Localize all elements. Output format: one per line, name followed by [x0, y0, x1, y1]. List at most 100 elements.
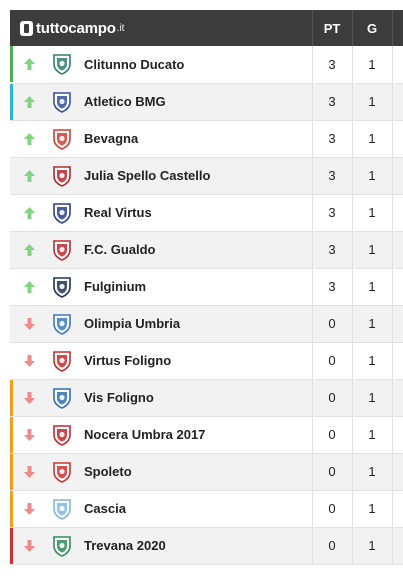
team-name[interactable]: Virtus Foligno	[84, 353, 172, 368]
team-name[interactable]: Fulginium	[84, 279, 147, 294]
trend-up-arrow-icon	[24, 280, 36, 293]
team-name[interactable]: Spoleto	[84, 464, 132, 479]
games-cell: 1	[351, 305, 392, 343]
points-cell: 3	[311, 268, 352, 306]
points-cell: 3	[311, 120, 352, 158]
team-name[interactable]: Cascia	[84, 501, 126, 516]
trend-up-arrow-icon	[24, 169, 36, 182]
team-cell-inner: Atletico BMG	[10, 83, 312, 120]
points-cell: 0	[311, 342, 352, 380]
zone-indicator	[10, 46, 13, 83]
team-cell-inner: Olimpia Umbria	[10, 306, 312, 342]
zone-indicator	[10, 158, 13, 194]
column-header-points[interactable]: PT	[311, 10, 352, 46]
team-name[interactable]: Clitunno Ducato	[84, 56, 185, 72]
team-name[interactable]: Bevagna	[84, 131, 139, 146]
points-cell: 3	[311, 231, 352, 269]
team-cell: Spoleto	[10, 453, 312, 491]
team-cell: Vis Foligno	[10, 379, 312, 417]
team-name[interactable]: Olimpia Umbria	[84, 316, 181, 331]
points-cell: 0	[311, 305, 352, 343]
team-cell: Cascia	[10, 490, 312, 528]
standings-body: Clitunno Ducato 3 1 Atletico BMG 3 1 Bevagna 3 1…	[10, 46, 403, 565]
overflow-cell	[391, 305, 403, 343]
zone-indicator	[10, 416, 13, 453]
team-name[interactable]: Nocera Umbra 2017	[84, 427, 206, 442]
table-row[interactable]: Bevagna 3 1	[10, 120, 403, 158]
games-cell: 1	[351, 231, 392, 269]
column-header-games[interactable]: G	[351, 10, 392, 46]
table-row[interactable]: Vis Foligno 0 1	[10, 379, 403, 417]
team-cell: Virtus Foligno	[10, 342, 312, 380]
games-cell: 1	[351, 490, 392, 528]
team-name[interactable]: F.C. Gualdo	[84, 242, 156, 257]
table-row[interactable]: Cascia 0 1	[10, 490, 403, 528]
zone-indicator	[10, 490, 13, 527]
games-cell: 1	[351, 342, 392, 380]
table-row[interactable]: Spoleto 0 1	[10, 453, 403, 491]
team-cell: Julia Spello Castello	[10, 157, 312, 195]
brand-header-cell: tuttocampo .it	[10, 10, 312, 46]
points-cell: 0	[311, 527, 352, 565]
team-cell: Atletico BMG	[10, 83, 312, 121]
team-crest-icon	[51, 461, 73, 483]
team-crest-icon	[51, 202, 73, 224]
table-row[interactable]: Atletico BMG 3 1	[10, 83, 403, 121]
team-cell-inner: Spoleto	[10, 453, 312, 490]
team-cell-inner: Vis Foligno	[10, 379, 312, 416]
team-crest-icon	[51, 424, 73, 446]
overflow-cell	[391, 157, 403, 195]
team-cell: Olimpia Umbria	[10, 305, 312, 343]
games-cell: 1	[351, 379, 392, 417]
team-crest-icon	[51, 239, 73, 261]
zone-indicator	[10, 306, 13, 342]
trend-up-arrow-icon	[24, 206, 36, 219]
games-cell: 1	[351, 527, 392, 565]
header-row: tuttocampo .it PT G	[10, 10, 403, 46]
table-row[interactable]: Virtus Foligno 0 1	[10, 342, 403, 380]
trend-down-arrow-icon	[24, 354, 36, 367]
team-cell: F.C. Gualdo	[10, 231, 312, 269]
team-name[interactable]: Real Virtus	[84, 205, 152, 220]
games-cell: 1	[351, 83, 392, 121]
overflow-cell	[391, 453, 403, 491]
team-crest-icon	[51, 128, 73, 150]
points-cell: 0	[311, 416, 352, 454]
team-name[interactable]: Julia Spello Castello	[84, 168, 211, 183]
table-row[interactable]: F.C. Gualdo 3 1	[10, 231, 403, 269]
team-cell: Nocera Umbra 2017	[10, 416, 312, 454]
points-cell: 3	[311, 194, 352, 232]
table-row[interactable]: Julia Spello Castello 3 1	[10, 157, 403, 195]
trend-down-arrow-icon	[24, 391, 36, 404]
team-cell-inner: Real Virtus	[10, 195, 312, 231]
brand-logo[interactable]: tuttocampo .it	[10, 10, 312, 46]
table-row[interactable]: Trevana 2020 0 1	[10, 527, 403, 565]
table-row[interactable]: Olimpia Umbria 0 1	[10, 305, 403, 343]
overflow-cell	[391, 490, 403, 528]
team-name[interactable]: Vis Foligno	[84, 390, 154, 405]
team-crest-icon	[51, 498, 73, 520]
zone-indicator	[10, 269, 13, 305]
overflow-cell	[391, 379, 403, 417]
team-cell-inner: Fulginium	[10, 269, 312, 305]
games-cell: 1	[351, 453, 392, 491]
team-name[interactable]: Trevana 2020	[84, 538, 166, 553]
overflow-cell	[391, 120, 403, 158]
overflow-cell	[391, 83, 403, 121]
games-cell: 1	[351, 157, 392, 195]
trend-up-arrow-icon	[24, 243, 36, 256]
table-row[interactable]: Clitunno Ducato 3 1	[10, 46, 403, 84]
zone-indicator	[10, 195, 13, 231]
table-row[interactable]: Nocera Umbra 2017 0 1	[10, 416, 403, 454]
table-row[interactable]: Real Virtus 3 1	[10, 194, 403, 232]
overflow-cell	[391, 268, 403, 306]
table-row[interactable]: Fulginium 3 1	[10, 268, 403, 306]
team-name[interactable]: Atletico BMG	[84, 94, 166, 109]
zone-indicator	[10, 343, 13, 379]
team-cell: Trevana 2020	[10, 527, 312, 565]
games-cell: 1	[351, 46, 392, 84]
overflow-cell	[391, 527, 403, 565]
points-cell: 3	[311, 157, 352, 195]
team-crest-icon	[51, 387, 73, 409]
team-cell-inner: Trevana 2020	[10, 527, 312, 564]
